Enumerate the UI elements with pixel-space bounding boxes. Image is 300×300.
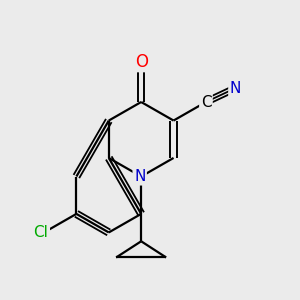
Text: N: N xyxy=(134,169,146,184)
Text: O: O xyxy=(135,53,148,71)
Text: N: N xyxy=(230,81,241,96)
Text: Cl: Cl xyxy=(34,225,49,240)
Text: C: C xyxy=(201,94,211,110)
